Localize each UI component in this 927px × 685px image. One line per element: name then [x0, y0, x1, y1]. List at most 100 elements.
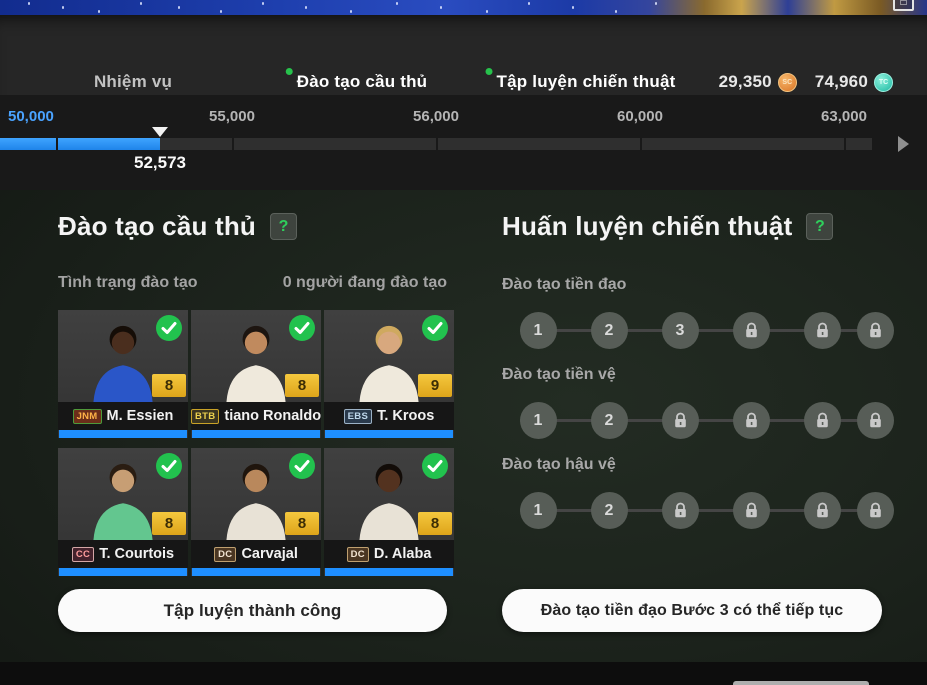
position-badge: BTB — [190, 408, 220, 424]
milestone-label: 50,000 — [8, 108, 54, 125]
tab-bar: Nhiệm vụ Đào tạo cầu thủ Tập luyện chiến… — [0, 15, 927, 95]
step-2[interactable]: 2 — [590, 402, 628, 439]
training-status-row: Tình trạng đào tạo 0 người đang đào tạo — [58, 274, 447, 292]
position-badge: EBS — [343, 408, 373, 424]
player-card[interactable]: 8 BTB tiano Ronaldo — [190, 310, 322, 438]
rating-badge: 9 — [418, 374, 452, 397]
sc-coin-icon: SC — [777, 72, 797, 92]
player-name: tiano Ronaldo — [224, 408, 322, 424]
tab-missions[interactable]: Nhiệm vụ — [94, 72, 172, 92]
continue-training-label: Đào tạo tiền đạo Bước 3 có thể tiếp tục — [540, 601, 844, 619]
player-namebar: DC Carvajal — [191, 540, 321, 568]
group-label: Đào tạo hậu vệ — [502, 456, 616, 473]
step-number: 1 — [533, 411, 543, 429]
checkmark-icon — [156, 453, 182, 479]
checkmark-icon — [289, 315, 315, 341]
player-name: M. Essien — [106, 408, 174, 424]
next-milestones-arrow-icon[interactable] — [898, 136, 909, 152]
currency-bar: 29,350 SC 74,960 TC — [719, 72, 893, 92]
player-card[interactable]: 8 DC D. Alaba — [324, 448, 454, 576]
player-name: D. Alaba — [373, 546, 432, 562]
step-locked[interactable] — [856, 492, 894, 529]
lock-icon — [745, 322, 757, 338]
player-card[interactable]: 9 EBS T. Kroos — [324, 310, 454, 438]
player-namebar: BTB tiano Ronaldo — [190, 402, 322, 430]
milestone-label: 60,000 — [617, 108, 663, 125]
checkmark-icon — [422, 453, 448, 479]
player-name: Carvajal — [241, 546, 298, 562]
lock-icon — [745, 412, 757, 428]
step-locked[interactable] — [803, 402, 841, 439]
step-number: 2 — [604, 501, 614, 519]
player-card[interactable]: 8 JNM M. Essien — [58, 310, 188, 438]
step-row: 1 2 3 — [502, 311, 894, 351]
milestone-progress: 50,000 55,000 56,000 60,000 63,000 52,573 — [0, 95, 927, 190]
lock-icon — [674, 412, 686, 428]
step-locked[interactable] — [803, 312, 841, 349]
tab-missions-label: Nhiệm vụ — [93, 72, 173, 91]
progress-underline — [59, 430, 187, 438]
step-locked[interactable] — [803, 492, 841, 529]
continue-training-button[interactable]: Đào tạo tiền đạo Bước 3 có thể tiếp tục — [502, 589, 882, 632]
help-icon[interactable]: ? — [270, 213, 298, 240]
step-number: 3 — [675, 321, 685, 339]
step-2[interactable]: 2 — [590, 312, 628, 349]
main-content: Đào tạo cầu thủ ? Tình trạng đào tạo 0 n… — [0, 190, 927, 662]
tab-tactic-training[interactable]: Tập luyện chiến thuật — [485, 68, 676, 92]
bottom-bar — [0, 662, 927, 685]
step-1[interactable]: 1 — [519, 492, 557, 529]
step-locked[interactable] — [856, 402, 894, 439]
milestone-label: 55,000 — [209, 108, 255, 125]
progress-current-value: 52,573 — [134, 153, 186, 172]
player-card[interactable]: 8 CC T. Courtois — [58, 448, 188, 576]
lock-icon — [869, 412, 881, 428]
rating-badge: 8 — [152, 374, 186, 397]
notification-dot-icon — [485, 68, 493, 75]
tc-coin-icon: TC — [874, 72, 893, 92]
rating-badge: 8 — [285, 512, 319, 535]
hidden-button-edge[interactable] — [733, 681, 869, 685]
right-panel-title: Huấn luyện chiến thuật ? — [502, 211, 834, 242]
tab-player-training[interactable]: Đào tạo cầu thủ — [285, 68, 428, 92]
player-grid: 8 JNM M. Essien 8 BTB tiano Ronaldo — [58, 310, 454, 576]
player-namebar: DC D. Alaba — [324, 540, 454, 568]
player-photo — [324, 448, 454, 540]
position-badge: CC — [71, 546, 95, 562]
progress-underline — [325, 568, 453, 576]
training-success-button[interactable]: Tập luyện thành công — [58, 589, 447, 632]
step-locked[interactable] — [661, 402, 699, 439]
position-badge: JNM — [72, 408, 102, 424]
player-training-title: Đào tạo cầu thủ — [58, 211, 257, 241]
step-1[interactable]: 1 — [519, 402, 557, 439]
progress-track — [0, 138, 872, 150]
milestone-label: 63,000 — [821, 108, 867, 125]
player-photo — [58, 310, 188, 402]
training-status-label: Tình trạng đào tạo — [58, 274, 198, 291]
player-name: T. Kroos — [377, 408, 435, 424]
sc-currency: 29,350 SC — [719, 72, 797, 92]
help-icon[interactable]: ? — [806, 213, 834, 240]
progress-underline — [192, 430, 320, 438]
tactic-training-title: Huấn luyện chiến thuật — [502, 211, 793, 241]
step-locked[interactable] — [856, 312, 894, 349]
player-card[interactable]: 8 DC Carvajal — [191, 448, 321, 576]
step-locked[interactable] — [732, 312, 770, 349]
step-number: 1 — [533, 321, 543, 339]
step-3[interactable]: 3 — [661, 312, 699, 349]
position-badge: DC — [346, 546, 369, 562]
player-name: T. Courtois — [99, 546, 175, 562]
close-icon[interactable] — [893, 0, 914, 11]
step-2[interactable]: 2 — [590, 492, 628, 529]
player-photo — [58, 448, 188, 540]
step-number: 2 — [604, 411, 614, 429]
step-1[interactable]: 1 — [519, 312, 557, 349]
sc-amount: 29,350 — [718, 72, 772, 91]
step-locked[interactable] — [732, 492, 770, 529]
progress-marker-icon — [152, 127, 168, 137]
step-locked[interactable] — [661, 492, 699, 529]
player-photo — [191, 310, 321, 402]
player-namebar: EBS T. Kroos — [324, 402, 454, 430]
step-locked[interactable] — [732, 402, 770, 439]
